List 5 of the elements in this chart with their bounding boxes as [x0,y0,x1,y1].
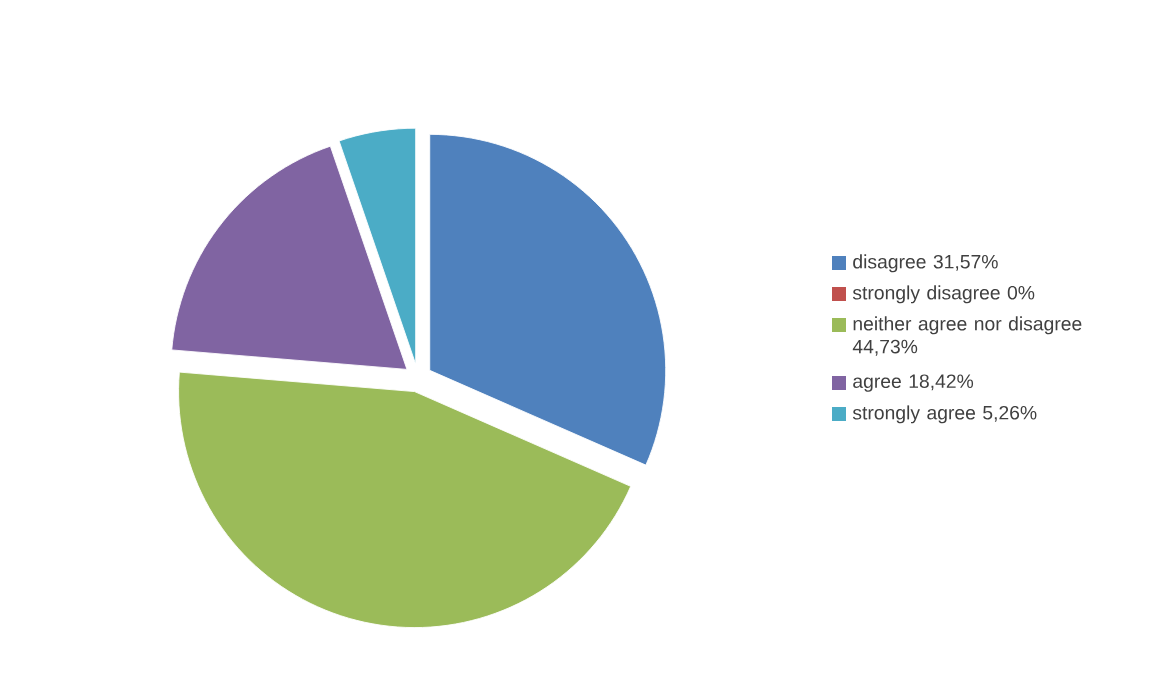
legend-label: strongly agree 5,26% [852,405,1037,424]
legend-label: disagree 31,57% [853,254,998,273]
legend-label: agree 18,42% [853,374,974,392]
legend-label: neither agree nor disagree 44,73% [852,316,1082,356]
legend-label: strongly disagree 0% [852,285,1035,304]
